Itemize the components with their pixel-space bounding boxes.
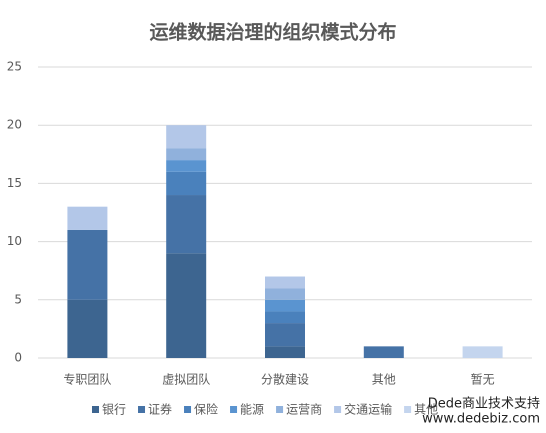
bar-segment — [67, 299, 108, 358]
legend-swatch — [334, 406, 342, 413]
bar-segment — [166, 171, 207, 196]
watermark: Dede商业技术支持 — [428, 397, 540, 412]
bar-segment — [265, 276, 305, 289]
y-tick-label: 10 — [7, 234, 22, 248]
x-tick-label: 其他 — [372, 373, 396, 387]
bar-segment — [265, 346, 305, 358]
bar-segment — [265, 311, 305, 324]
legend-label: 运营商 — [286, 402, 322, 417]
bar-segment — [166, 160, 207, 172]
legend-label: 其他 — [414, 403, 438, 417]
legend-swatch — [404, 406, 412, 413]
legend-label: 保险 — [194, 402, 218, 417]
x-tick-label: 虚拟团队 — [162, 372, 210, 387]
legend-label: 银行 — [102, 403, 126, 417]
y-tick-label: 20 — [7, 118, 22, 132]
bar-segment — [462, 346, 503, 358]
bar-segment — [166, 195, 207, 254]
bar-segment — [265, 299, 305, 312]
bar-segment — [265, 288, 305, 300]
legend-label: 证券 — [148, 402, 172, 417]
y-tick-label: 15 — [7, 176, 22, 190]
legend-swatch — [276, 406, 284, 413]
bar-segment — [363, 346, 404, 358]
bar-segment — [67, 206, 108, 230]
y-tick-label: 0 — [14, 351, 22, 365]
bar-segment — [67, 229, 108, 300]
legend-label: 交通运输 — [344, 402, 392, 417]
legend-swatch — [138, 406, 146, 413]
y-tick-label: 5 — [14, 292, 22, 306]
bar-segment — [265, 323, 305, 347]
x-tick-label: 分散建设 — [261, 372, 309, 387]
bar-segment — [166, 253, 207, 358]
x-tick-label: 暂无 — [471, 373, 495, 387]
watermark: www.dedebiz.com — [422, 412, 540, 427]
legend-swatch — [230, 406, 238, 413]
legend-swatch — [92, 406, 99, 413]
x-tick-label: 专职团队 — [63, 372, 111, 387]
legend-swatch — [184, 406, 192, 413]
legend-label: 能源 — [240, 403, 264, 417]
bar-segment — [166, 148, 207, 161]
y-tick-label: 25 — [7, 60, 22, 74]
bar-segment — [166, 125, 207, 149]
chart-title: 运维数据治理的组织模式分布 — [149, 21, 396, 44]
